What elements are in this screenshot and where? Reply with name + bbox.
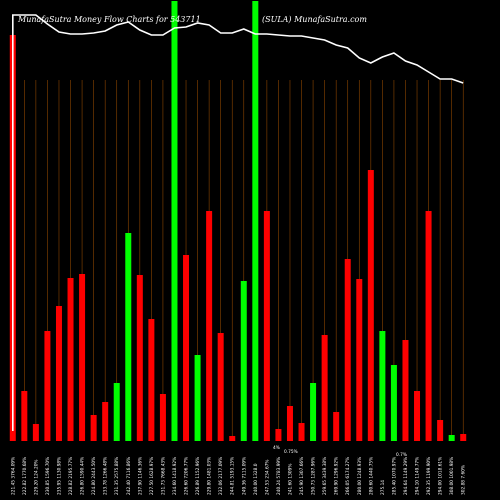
bar: [194, 355, 201, 441]
tick-label: 241.60 1309%: [287, 464, 293, 495]
bar: [136, 275, 143, 441]
tick-label: 235.95 1130.98%: [56, 457, 62, 495]
annotations: 4% 0.75% 0.7%: [273, 445, 407, 458]
bar: [240, 281, 247, 441]
chart-title-right: (SULA) MunafaSutra.com: [262, 15, 367, 24]
tick-label: 226.89 1152.96%: [195, 457, 201, 495]
bar: [171, 1, 178, 441]
tick-label: 229.20 124.20%: [33, 459, 39, 495]
tick-label: 259.65 3439.38%: [322, 457, 328, 495]
tick-label: 229.80 1481.03%: [207, 457, 213, 495]
bar: [425, 211, 432, 441]
chart-title-left: MunafaSutra Money Flow Charts for 543711: [17, 15, 201, 24]
tick-label: 221.45 3764.09%: [10, 457, 16, 495]
tick-label: 302.88 7.60%: [461, 465, 467, 495]
tick-label: 250.73 1287.96%: [311, 457, 317, 495]
bar: [367, 170, 374, 441]
bar: [252, 1, 259, 441]
bar: [229, 436, 236, 441]
tick-label: 226.60 7206.77%: [184, 457, 190, 495]
annotation: 0.75%: [284, 449, 298, 455]
bar: [402, 340, 409, 441]
tick-label: 230.85 1596.70%: [45, 457, 51, 495]
bar: [356, 279, 363, 441]
bar: [298, 423, 305, 441]
bar: [379, 331, 386, 441]
bar: [159, 394, 166, 441]
series-line: [12, 14, 464, 431]
tick-label: 292.35 1199.90%: [426, 457, 432, 495]
tick-label: 237.90 1146.36%: [137, 457, 143, 495]
tick-label: 249.36 7115.09%: [241, 457, 247, 495]
annotation: 4%: [273, 445, 280, 451]
tick-label: 231.73 7668.43%: [160, 457, 166, 495]
tick-label: 275.14: [380, 480, 386, 495]
tick-label: 294.64 1149.29%: [403, 457, 409, 495]
tick-label: 240.00 1328.0: [253, 463, 259, 495]
bar: [414, 391, 421, 441]
bar: [390, 365, 397, 441]
bar: [21, 391, 28, 441]
tick-label: 224.80 2443.50%: [91, 457, 97, 495]
tick-label: 245.90 1307.66%: [299, 457, 305, 495]
tick-label: 269.90 1296.92%: [334, 457, 340, 495]
tick-label: 222.82 1770.68%: [22, 457, 28, 495]
bar: [125, 233, 132, 441]
bar: [148, 319, 155, 441]
tick-label: 240.24 5783.99%: [276, 457, 282, 495]
bar: [102, 402, 109, 441]
bar: [44, 331, 51, 441]
tick-label: 234.60 1418.92%: [172, 457, 178, 495]
bar: [321, 335, 328, 441]
bar: [263, 211, 270, 441]
tick-label: 285.40 1070.97%: [391, 457, 397, 495]
tick-label: 232.06 2177.09%: [218, 457, 224, 495]
bar: [310, 383, 317, 441]
tick-label: 294.10 1149.77%: [415, 457, 421, 495]
tick-label: 233.78 1266.48%: [103, 457, 109, 495]
tick-label: 228.82 2195.77%: [68, 457, 74, 495]
bar: [460, 434, 467, 441]
tick-label: 227.50 1628.97%: [149, 457, 155, 495]
bar: [286, 406, 293, 441]
tick-label: 242.40 7116.86%: [126, 457, 132, 495]
tick-label: 244.81 5193.15%: [230, 457, 236, 495]
bar: [448, 435, 455, 441]
line-series: [12, 14, 464, 431]
bar: [333, 412, 340, 441]
bar: [55, 306, 62, 441]
bar: [113, 383, 120, 441]
annotation: 0.7%: [396, 452, 407, 458]
bar: [32, 424, 39, 441]
tick-label: 294.00 1018.61%: [438, 457, 444, 495]
tick-labels: 221.45 3764.09% 222.82 1770.68% 229.20 124…: [10, 457, 466, 495]
bar: [90, 415, 97, 441]
tick-label: 308.00 1001.98%: [449, 457, 455, 495]
bar: [79, 274, 86, 441]
bar: [217, 333, 224, 441]
tick-label: 226.80 1590.44%: [80, 457, 86, 495]
bar: [344, 259, 351, 441]
bar: [206, 211, 213, 441]
tick-label: 247.53 234.67%: [264, 459, 270, 495]
tick-label: 280.00 1248.93%: [357, 457, 363, 495]
bar: [67, 278, 74, 441]
bar: [183, 255, 190, 441]
bar: [275, 429, 282, 441]
bar: [437, 420, 444, 441]
tick-label: 280.60 1440.75%: [368, 457, 374, 495]
tick-label: 231.35 2575.88%: [114, 457, 120, 495]
tick-label: 266.05 6174.27%: [345, 457, 351, 495]
